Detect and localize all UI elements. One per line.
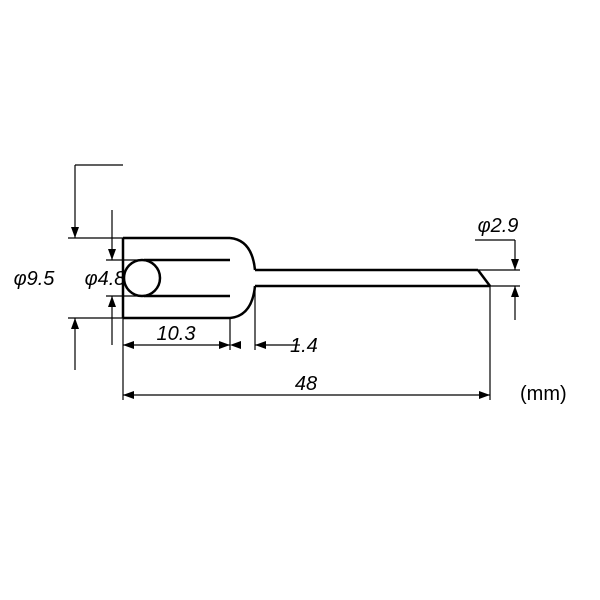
rivet-body: [123, 238, 230, 318]
mandrel-stem: [255, 270, 490, 286]
dim-len-1-4: 1.4: [230, 286, 318, 357]
dim-len-10-3: 10.3: [123, 318, 230, 400]
dim-dia-4-8: φ4.8: [85, 210, 142, 345]
mandrel-hole: [124, 260, 230, 296]
dim-label: φ4.8: [85, 268, 126, 290]
dim-label: φ2.9: [478, 215, 519, 237]
rivet-drawing: [123, 238, 490, 318]
dim-dia-2-9: φ2.9: [475, 215, 520, 320]
dim-label: φ9.5: [14, 268, 56, 290]
dim-label: 10.3: [157, 323, 196, 345]
rivet-head: [230, 238, 255, 318]
unit-label: (mm): [520, 383, 567, 405]
dim-label: 48: [295, 373, 317, 395]
dim-label: 1.4: [290, 335, 318, 357]
